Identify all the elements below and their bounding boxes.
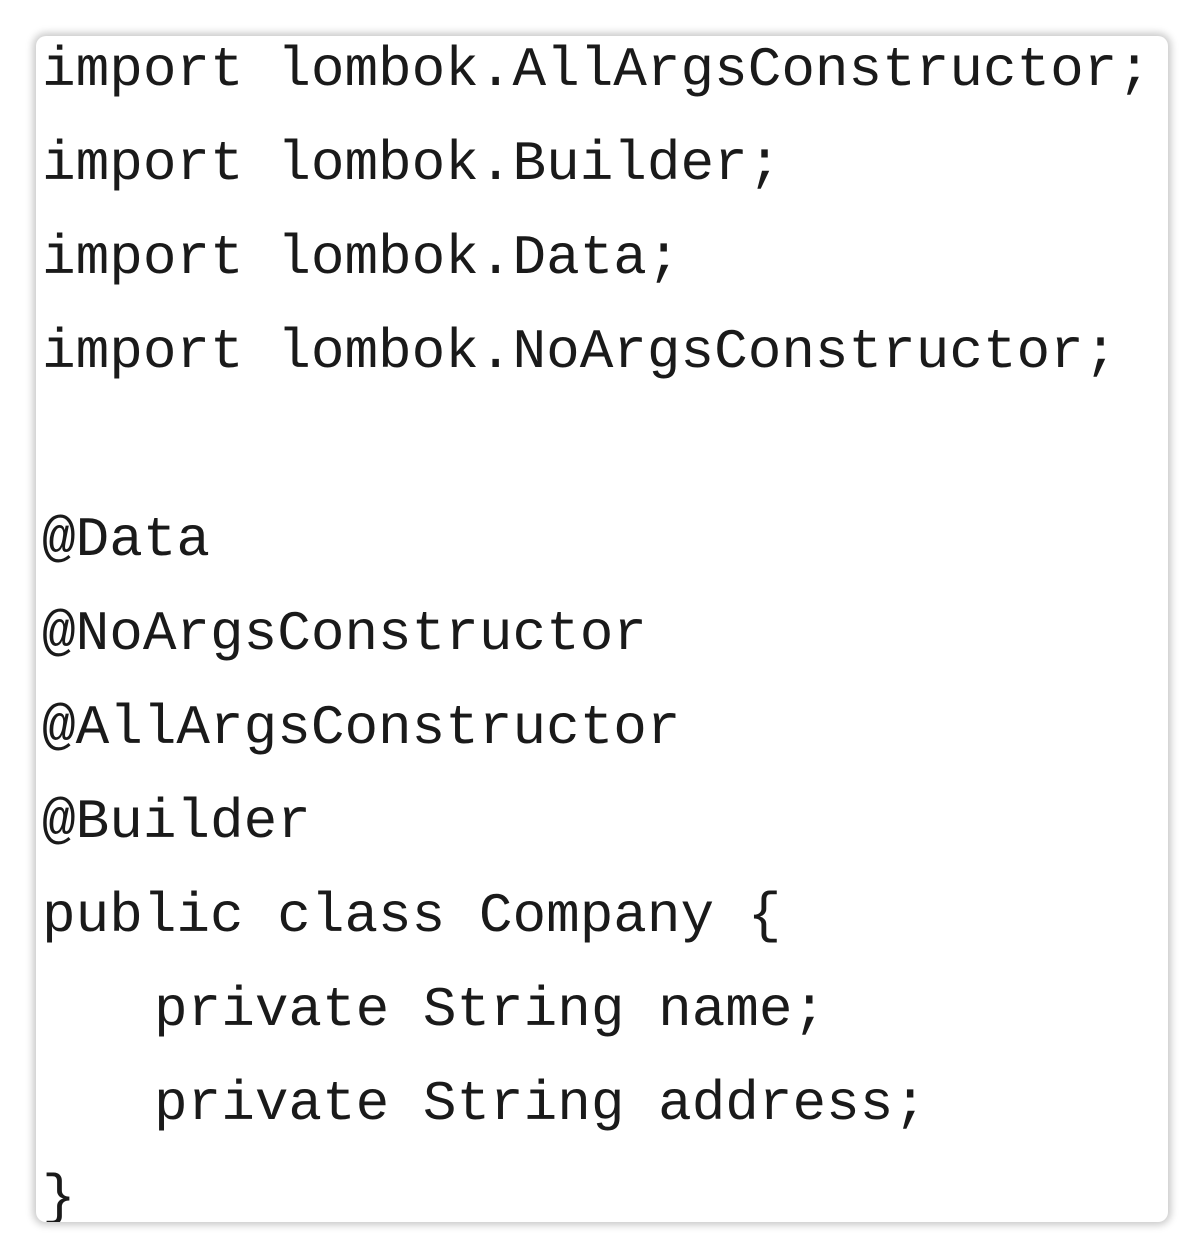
closing-brace: } — [42, 1166, 76, 1222]
code-block: import lombok.AllArgsConstructor; import… — [42, 36, 1151, 1222]
field-line: private String name; — [154, 978, 827, 1042]
annotation-line: @Builder — [42, 790, 311, 854]
import-line: import lombok.Builder; — [42, 132, 782, 196]
import-line: import lombok.Data; — [42, 226, 681, 290]
annotation-line: @AllArgsConstructor — [42, 696, 681, 760]
code-card: import lombok.AllArgsConstructor; import… — [36, 36, 1168, 1222]
import-line: import lombok.NoArgsConstructor; — [42, 320, 1118, 384]
annotation-line: @NoArgsConstructor — [42, 602, 647, 666]
import-line: import lombok.AllArgsConstructor; — [42, 38, 1151, 102]
blank-line — [42, 399, 1151, 493]
field-line: private String address; — [154, 1072, 927, 1136]
class-declaration: public class Company { — [42, 884, 782, 948]
annotation-line: @Data — [42, 508, 211, 572]
